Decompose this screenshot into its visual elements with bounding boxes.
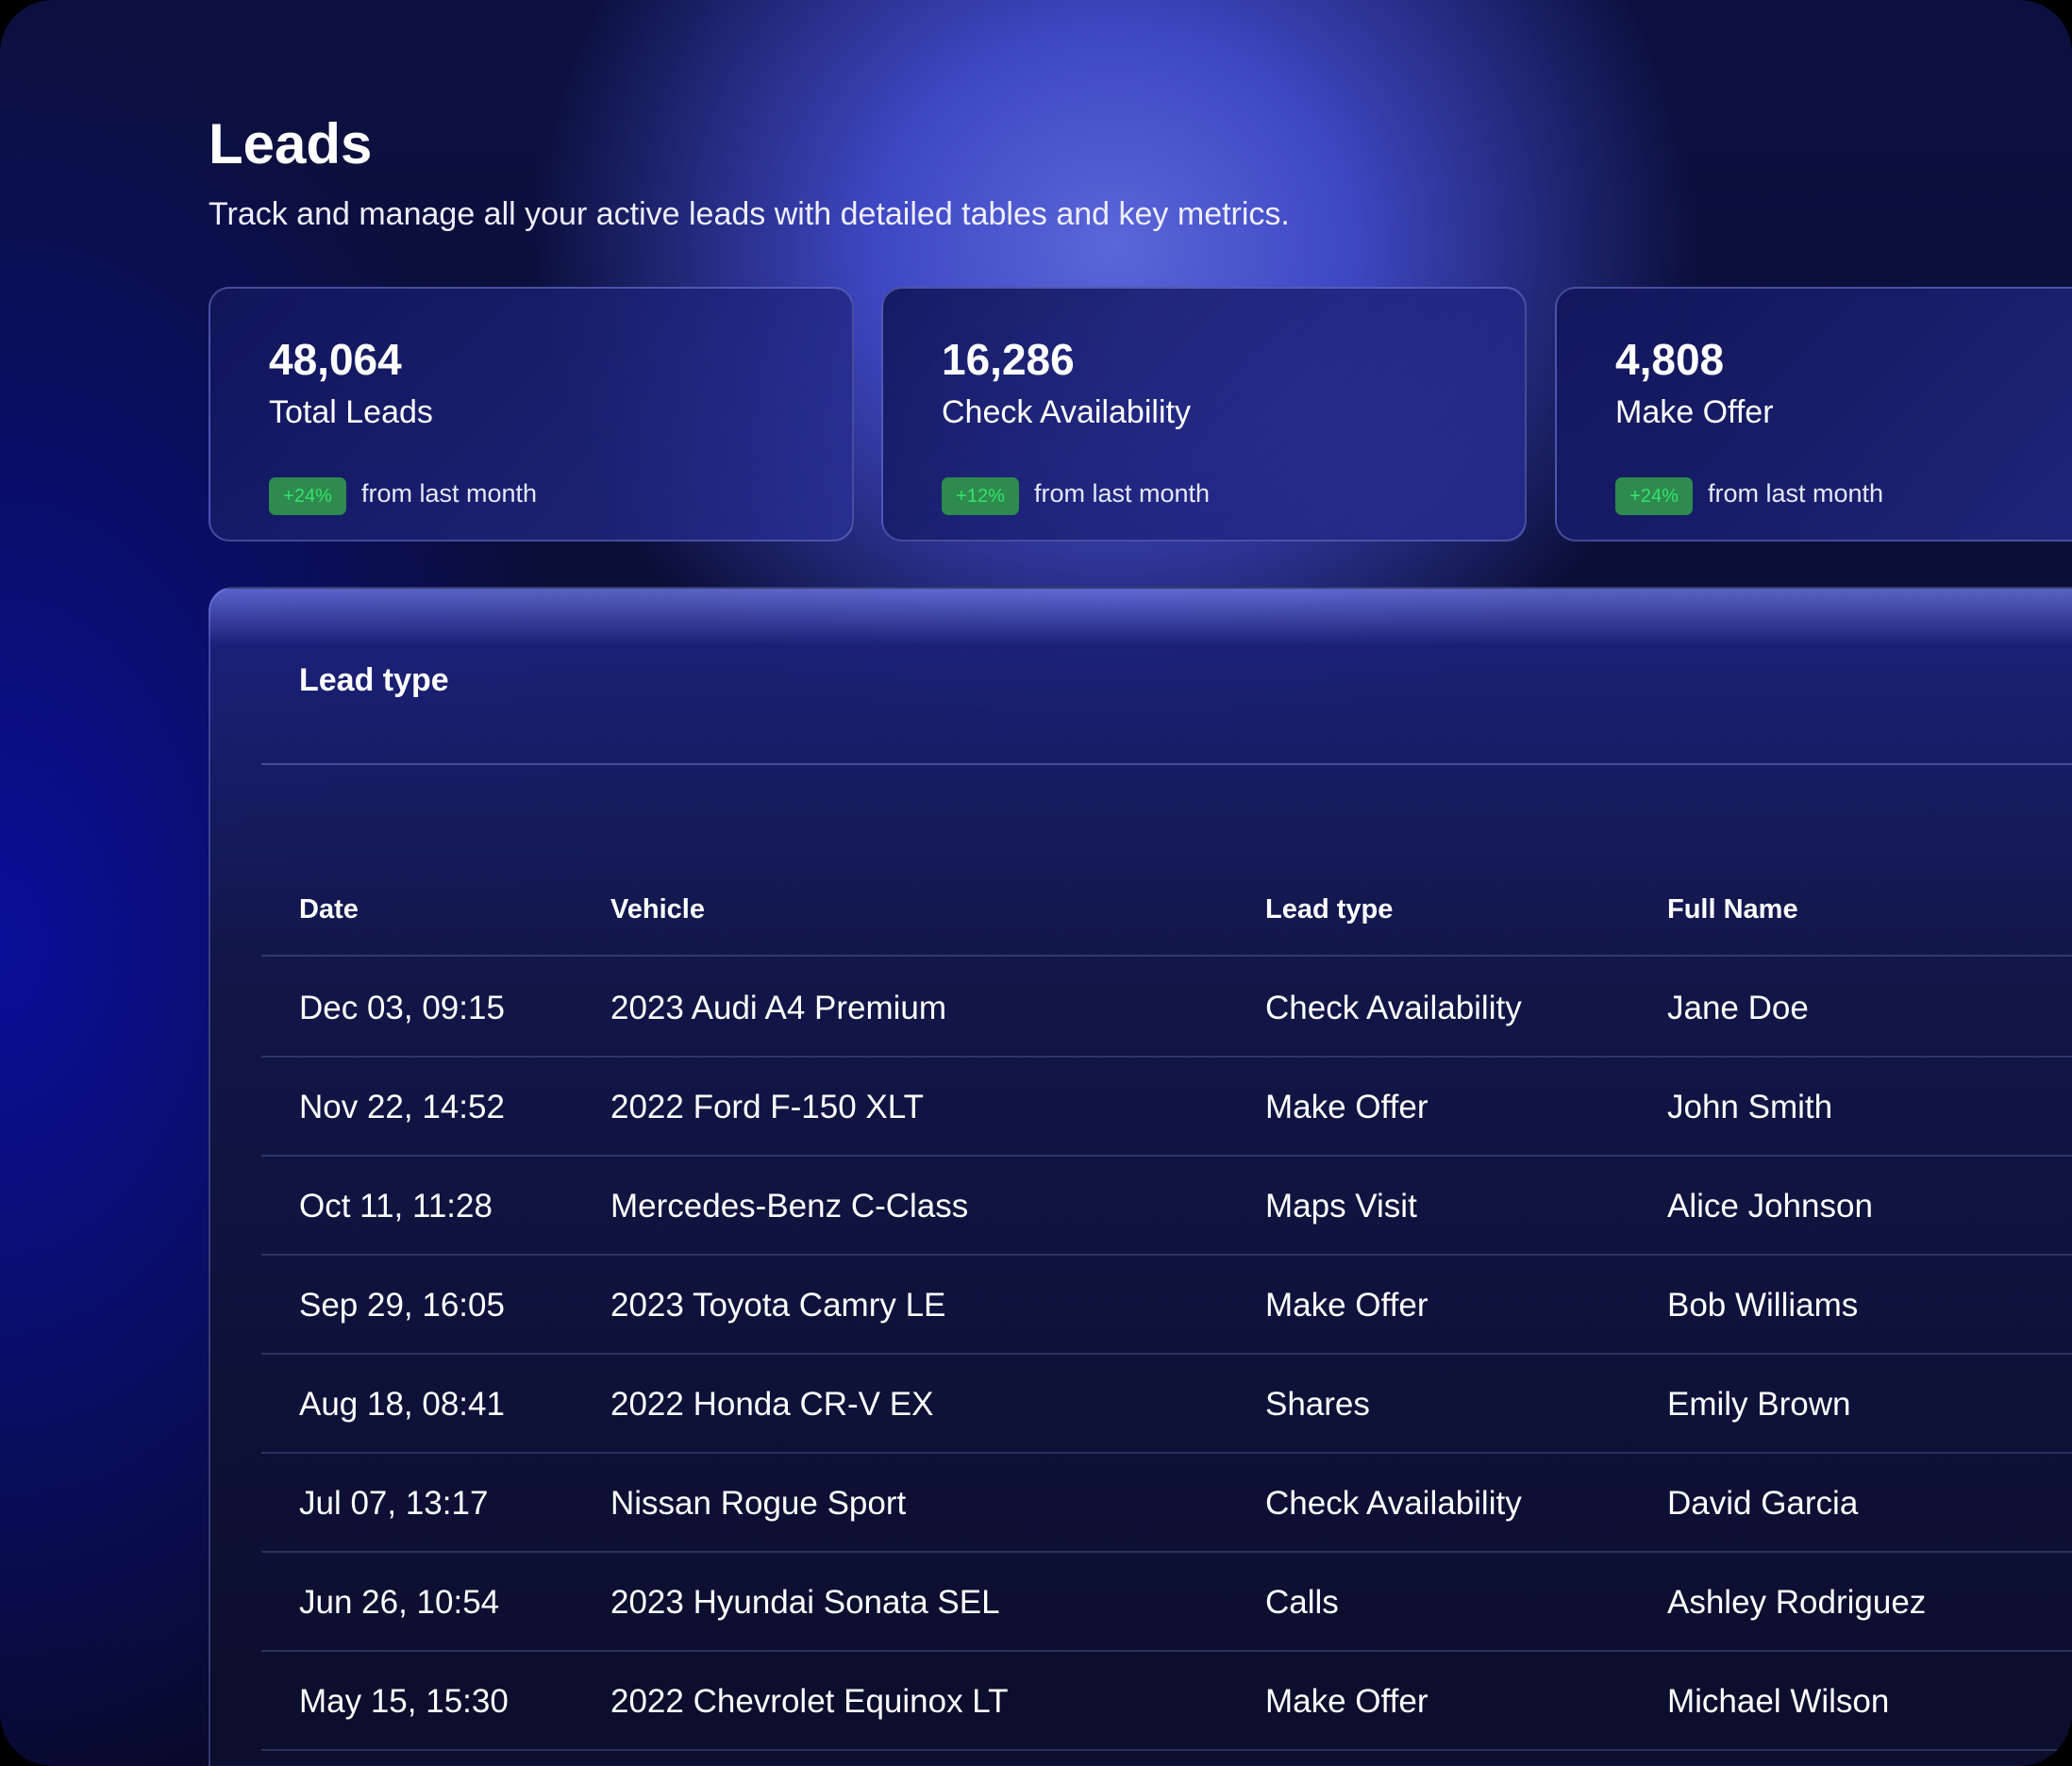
table-cell: Dec 03, 09:15 bbox=[299, 990, 505, 1026]
change-note: from last month bbox=[1708, 479, 1884, 508]
table-cell: Make Offer bbox=[1265, 1089, 1429, 1125]
table-row[interactable]: Jun 26, 10:54 2023 Hyundai Sonata SEL Call… bbox=[261, 1553, 2072, 1652]
column-header[interactable]: Lead type bbox=[1265, 894, 1394, 925]
table-cell: Aug 18, 08:41 bbox=[299, 1386, 505, 1423]
metric-value: 48,064 bbox=[269, 335, 402, 384]
change-note: from last month bbox=[361, 479, 538, 508]
table-cell: 2023 Toyota Camry LE bbox=[610, 1287, 946, 1324]
metric-value: 16,286 bbox=[942, 335, 1075, 384]
table-cell: Emily Brown bbox=[1667, 1386, 1851, 1423]
table-cell: Oct 11, 11:28 bbox=[299, 1188, 493, 1225]
table-row[interactable]: Oct 11, 11:28 Mercedes-Benz C-Class Maps V… bbox=[261, 1157, 2072, 1256]
table-cell: Jane Doe bbox=[1667, 990, 1809, 1026]
table-row[interactable]: Sep 29, 16:05 2023 Toyota Camry LE Make Of… bbox=[261, 1256, 2072, 1355]
metric-card: 4,808 Make Offer +24% from last month bbox=[1555, 287, 2072, 541]
table-cell: Maps Visit bbox=[1265, 1188, 1417, 1225]
change-note: from last month bbox=[1034, 479, 1211, 508]
table-cell: Make Offer bbox=[1265, 1287, 1429, 1324]
leads-table-panel: Lead type Date Vehicle Lead type Full Name D… bbox=[209, 587, 2072, 1766]
metric-card: 48,064 Total Leads +24% from last month bbox=[209, 287, 854, 541]
table-header: Date Vehicle Lead type Full Name bbox=[261, 862, 2072, 957]
table-row[interactable]: Dec 03, 09:15 2023 Audi A4 Premium Check A… bbox=[261, 958, 2072, 1058]
metric-label: Make Offer bbox=[1615, 394, 1774, 430]
change-badge: +24% bbox=[1615, 477, 1693, 515]
table-row[interactable]: Jul 07, 13:17 Nissan Rogue Sport Check Ava… bbox=[261, 1454, 2072, 1553]
table-cell: 2023 Audi A4 Premium bbox=[610, 990, 947, 1026]
metric-label: Check Availability bbox=[942, 394, 1191, 430]
table-row[interactable]: May 15, 15:30 2022 Chevrolet Equinox LT Ma… bbox=[261, 1652, 2072, 1751]
table-cell: 2022 Chevrolet Equinox LT bbox=[610, 1683, 1009, 1720]
table-cell: Calls bbox=[1265, 1584, 1339, 1621]
table-cell: Bob Williams bbox=[1667, 1287, 1859, 1324]
table-cell: May 15, 15:30 bbox=[299, 1683, 509, 1720]
table-cell: Make Offer bbox=[1265, 1683, 1429, 1720]
table-cell: Check Availability bbox=[1265, 1485, 1522, 1522]
table-cell: Nov 22, 14:52 bbox=[299, 1089, 505, 1125]
table-cell: Jun 26, 10:54 bbox=[299, 1584, 500, 1621]
table-row[interactable]: Aug 18, 08:41 2022 Honda CR-V EX Shares Emi… bbox=[261, 1355, 2072, 1454]
change-badge: +24% bbox=[269, 477, 346, 515]
table-cell: John Smith bbox=[1667, 1089, 1833, 1125]
column-header[interactable]: Full Name bbox=[1667, 894, 1798, 925]
table-cell: Mercedes-Benz C-Class bbox=[610, 1188, 969, 1225]
panel-title: Lead type bbox=[299, 662, 449, 698]
table-cell: Alice Johnson bbox=[1667, 1188, 1873, 1225]
table-cell: Check Availability bbox=[1265, 990, 1522, 1026]
table-cell: David Garcia bbox=[1667, 1485, 1859, 1522]
page-subtitle: Track and manage all your active leads w… bbox=[209, 196, 1290, 232]
table-cell: 2023 Hyundai Sonata SEL bbox=[610, 1584, 1000, 1621]
table-cell: 2022 Ford F-150 XLT bbox=[610, 1089, 925, 1125]
metric-card: 16,286 Check Availability +12% from last… bbox=[881, 287, 1527, 541]
table-cell: Michael Wilson bbox=[1667, 1683, 1890, 1720]
change-badge: +12% bbox=[942, 477, 1019, 515]
table-row[interactable]: Nov 22, 14:52 2022 Ford F-150 XLT Make Off… bbox=[261, 1058, 2072, 1157]
divider bbox=[261, 763, 2072, 765]
column-header[interactable]: Vehicle bbox=[610, 894, 705, 925]
metric-label: Total Leads bbox=[269, 394, 433, 430]
table-cell: Jul 07, 13:17 bbox=[299, 1485, 489, 1522]
metric-value: 4,808 bbox=[1615, 335, 1725, 384]
table-cell: 2022 Honda CR-V EX bbox=[610, 1386, 934, 1423]
table-cell: Nissan Rogue Sport bbox=[610, 1485, 907, 1522]
table-cell: Sep 29, 16:05 bbox=[299, 1287, 505, 1324]
table-cell: Shares bbox=[1265, 1386, 1370, 1423]
column-header[interactable]: Date bbox=[299, 894, 359, 925]
page-title: Leads bbox=[209, 112, 373, 175]
table-cell: Ashley Rodriguez bbox=[1667, 1584, 1927, 1621]
